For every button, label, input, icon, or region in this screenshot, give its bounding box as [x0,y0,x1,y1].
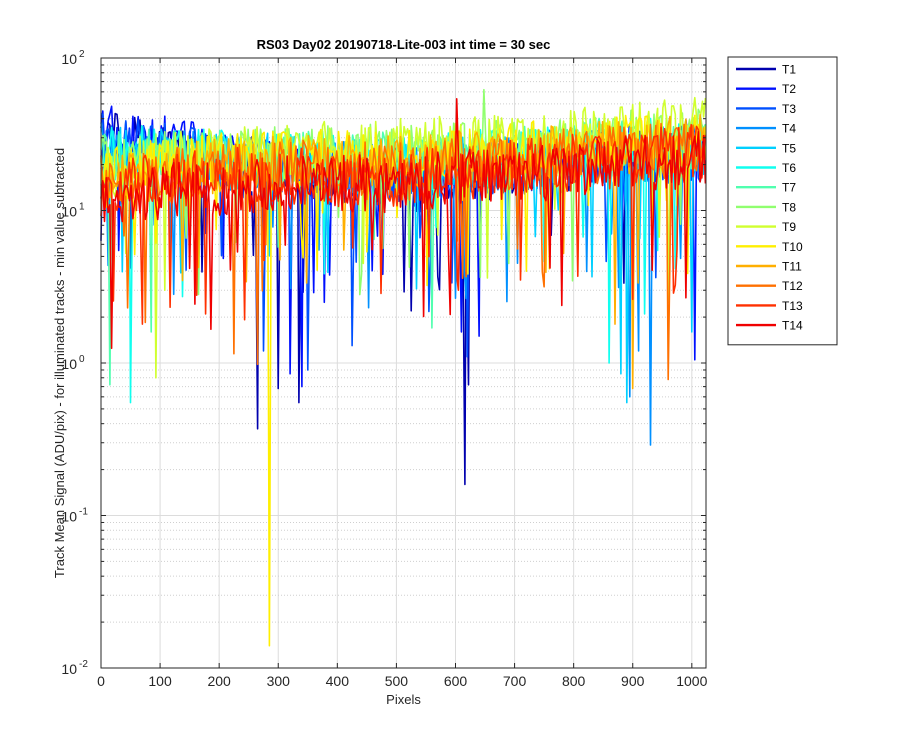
legend-label-t4: T4 [782,122,796,136]
y-tick-label: 10 [61,204,77,220]
legend-label-t9: T9 [782,220,796,234]
y-tick-label: 10 [61,661,77,677]
legend-label-t8: T8 [782,200,796,214]
y-tick-exponent: -2 [79,659,88,670]
x-tick-label: 0 [97,673,105,689]
legend-label-t14: T14 [782,319,803,333]
y-axis-label: Track Mean Signal (ADU/pix) - for illumi… [52,148,67,578]
x-tick-label: 900 [621,673,645,689]
x-tick-label: 200 [207,673,231,689]
x-tick-label: 800 [562,673,586,689]
legend-label-t11: T11 [782,260,802,274]
y-tick-label: 10 [61,356,77,372]
x-tick-label: 500 [385,673,409,689]
y-tick-exponent: 0 [79,354,85,365]
legend-label-t6: T6 [782,161,796,175]
x-tick-label: 1000 [676,673,707,689]
series-line-t14 [100,98,707,349]
legend: T1 T2 T3 T4 T5 T6 T7 T8 T9 T10 T11 T12 T13 T14 [727,56,838,346]
ticks: 0 100 200 300 400 500 600 700 800 900 100010-210-1… [61,49,707,689]
legend-label-t13: T13 [782,299,803,313]
legend-box [727,56,838,346]
legend-label-t12: T12 [782,279,803,293]
legend-label-t1: T1 [782,63,796,77]
x-tick-label: 700 [503,673,527,689]
y-tick-label: 10 [61,509,77,525]
y-tick-exponent: -1 [79,507,88,518]
x-tick-label: 100 [148,673,172,689]
y-tick-exponent: 1 [79,202,85,213]
x-tick-label: 600 [444,673,468,689]
x-tick-label: 400 [326,673,350,689]
y-tick-label: 10 [61,51,77,67]
y-tick-exponent: 2 [79,49,85,60]
chart-title: RS03 Day02 20190718-Lite-003 int time = … [257,37,551,52]
series-lines [100,88,707,647]
legend-label-t10: T10 [782,240,803,254]
x-axis-label: Pixels [386,692,421,707]
legend-label-t5: T5 [782,141,796,155]
legend-label-t3: T3 [782,102,796,116]
x-tick-label: 300 [267,673,291,689]
legend-label-t2: T2 [782,82,796,96]
legend-label-t7: T7 [782,181,796,195]
